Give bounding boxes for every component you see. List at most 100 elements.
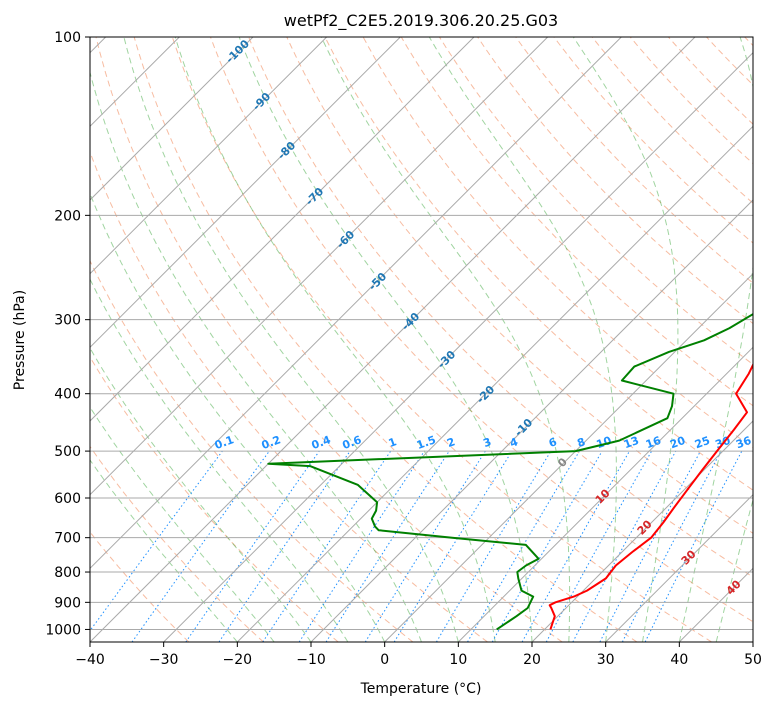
- mixing-ratio-line: [325, 450, 450, 642]
- isotherm-gridline: [90, 37, 549, 496]
- isotherm-gridline: [163, 51, 753, 642]
- y-axis: 100 200 300 400 500 600 700 800 900 1000: [45, 30, 90, 638]
- dry-adiabat-line: [90, 259, 414, 642]
- mixing-ratio-label: 0.1: [213, 433, 236, 452]
- isotherm-gridline: [752, 641, 753, 642]
- isotherm-gridline: [90, 37, 475, 422]
- moist-adiabat-line: [123, 37, 459, 642]
- x-tick-label: 30: [597, 652, 615, 668]
- y-tick-label: 200: [54, 208, 81, 224]
- mixing-ratio-label: 20: [668, 434, 687, 452]
- isotherm-gridline: [90, 37, 328, 275]
- plot-frame: [89, 36, 754, 643]
- background-lines: [90, 37, 753, 642]
- y-tick-label: 500: [54, 444, 81, 460]
- mixing-ratio-label: 25: [693, 434, 712, 451]
- temperature-profile-line: [548, 362, 753, 630]
- y-tick-label: 100: [54, 30, 81, 46]
- mixing-ratio-line: [298, 450, 425, 642]
- moist-adiabat-line: [715, 497, 753, 642]
- y-tick-label: 400: [54, 387, 81, 403]
- isotherm-gridline: [90, 37, 696, 642]
- x-tick-label: −30: [149, 652, 179, 668]
- moist-adiabat-line: [238, 37, 533, 642]
- moist-adiabat-line: [572, 37, 679, 642]
- mixing-ratio-label: 16: [644, 434, 663, 452]
- mixing-ratio-label: 8: [575, 435, 587, 450]
- isotherm-gridline: [310, 199, 753, 642]
- dry-adiabat-line: [248, 37, 753, 578]
- x-tick-label: 40: [670, 652, 688, 668]
- mixing-ratio-label: 36: [734, 434, 753, 452]
- dry-adiabat-line: [210, 37, 753, 623]
- moist-adiabat-line: [320, 37, 571, 642]
- dry-adiabat-line: [591, 37, 753, 204]
- x-tick-label: 20: [523, 652, 541, 668]
- isotherm-gridline: [90, 37, 622, 570]
- mixing-ratio-line: [218, 450, 351, 642]
- dry-adiabat-line: [95, 37, 563, 642]
- dry-adiabat-line: [90, 445, 264, 642]
- dewpoint-profile-line: [267, 312, 753, 631]
- dry-adiabat-line: [324, 37, 753, 491]
- dry-adiabat-line: [477, 37, 753, 325]
- x-axis: −40 −30 −20 −10 0 10 20 30 40 50: [75, 642, 762, 668]
- isotherm-gridline: [90, 37, 254, 201]
- mixing-ratio-label: 0.2: [260, 433, 283, 452]
- moist-adiabat-line: [90, 459, 238, 642]
- mixing-ratio-line: [545, 450, 653, 642]
- mixing-ratio-line: [521, 450, 630, 642]
- dry-adiabat-line: [515, 37, 753, 284]
- isotherm-gridline: [531, 420, 753, 642]
- mixing-ratio-label: 0.4: [310, 433, 333, 452]
- x-tick-label: −10: [296, 652, 326, 668]
- mixing-ratio-line: [131, 450, 270, 642]
- y-tick-label: 700: [54, 531, 81, 547]
- plot-area: -100-90-80-70-60-50-40-30-20-10010203040…: [89, 36, 754, 643]
- dry-adiabat-line: [171, 37, 712, 642]
- mixing-ratio-line: [572, 450, 677, 642]
- isotherm-gridline: [90, 37, 401, 349]
- moist-adiabat-line: [428, 37, 617, 642]
- x-tick-label: 0: [380, 652, 389, 668]
- y-tick-label: 600: [54, 491, 81, 507]
- y-tick-label: 800: [54, 565, 81, 581]
- isotherm-gridline: [605, 493, 753, 642]
- mixing-ratio-label: 1: [387, 435, 399, 450]
- mixing-ratio-label: 1.5: [415, 433, 438, 452]
- x-axis-label: Temperature (°C): [360, 681, 482, 697]
- dry-adiabat-line: [629, 37, 753, 165]
- y-tick-label: 300: [54, 313, 81, 329]
- y-axis-label: Pressure (hPa): [12, 290, 28, 390]
- moist-adiabat-line: [174, 37, 496, 642]
- moist-adiabat-line: [90, 70, 422, 642]
- x-tick-label: −20: [223, 652, 253, 668]
- isotherm-gridline: [457, 346, 753, 642]
- moist-adiabat-line: [90, 278, 349, 642]
- y-tick-label: 900: [54, 595, 81, 611]
- mixing-ratio-label: 13: [622, 434, 641, 451]
- x-tick-label: 10: [449, 652, 467, 668]
- mixing-ratio-line: [90, 450, 223, 632]
- mixing-ratio-label: 3: [481, 435, 493, 450]
- dry-adiabat-line: [400, 37, 753, 407]
- mixing-ratio-label: 4: [508, 435, 520, 450]
- mixing-ratio-label: 10: [595, 434, 614, 452]
- mixing-ratio-label: 6: [547, 435, 559, 450]
- moist-adiabat-line: [90, 406, 275, 642]
- mixing-ratio-line: [393, 450, 513, 642]
- mixing-ratio-label: 0.6: [341, 433, 364, 452]
- mixing-ratio-label: 2: [445, 435, 457, 450]
- x-tick-label: 50: [744, 652, 762, 668]
- y-tick-label: 1000: [45, 622, 81, 638]
- moist-adiabat-line: [678, 37, 753, 642]
- mixing-ratio-line: [262, 450, 392, 642]
- chart-title: wetPf2_C2E5.2019.306.20.25.G03: [284, 11, 558, 31]
- mixing-ratio-line: [644, 450, 743, 642]
- profile-lines: [267, 312, 753, 631]
- moist-adiabat-line: [90, 192, 386, 642]
- mixing-ratio-line: [185, 450, 320, 642]
- plot-background: [90, 37, 753, 642]
- isotherm-gridline: [236, 125, 753, 642]
